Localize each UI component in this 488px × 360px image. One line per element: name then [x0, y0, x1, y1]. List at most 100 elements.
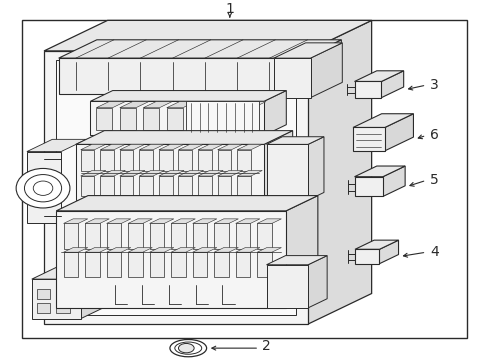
Polygon shape — [37, 289, 50, 299]
Polygon shape — [192, 248, 217, 252]
Polygon shape — [56, 289, 70, 299]
Polygon shape — [59, 58, 303, 94]
Polygon shape — [307, 137, 323, 200]
Polygon shape — [90, 101, 264, 135]
Circle shape — [16, 168, 70, 208]
Polygon shape — [214, 248, 238, 252]
Polygon shape — [27, 152, 61, 224]
Polygon shape — [90, 91, 286, 101]
Polygon shape — [76, 131, 292, 144]
Polygon shape — [100, 150, 114, 171]
Polygon shape — [120, 108, 136, 130]
Polygon shape — [237, 108, 253, 130]
Polygon shape — [310, 43, 342, 98]
Polygon shape — [56, 211, 285, 308]
Polygon shape — [106, 252, 121, 277]
Polygon shape — [100, 171, 125, 176]
Polygon shape — [106, 219, 131, 224]
Polygon shape — [354, 249, 379, 264]
Polygon shape — [166, 108, 183, 130]
Polygon shape — [257, 219, 281, 224]
Polygon shape — [100, 176, 114, 196]
Polygon shape — [198, 150, 211, 171]
Polygon shape — [81, 144, 105, 150]
Polygon shape — [178, 144, 203, 150]
Text: 4: 4 — [429, 245, 438, 259]
Polygon shape — [213, 102, 242, 108]
Polygon shape — [178, 176, 192, 196]
Polygon shape — [106, 248, 131, 252]
Polygon shape — [307, 256, 326, 308]
Polygon shape — [149, 248, 173, 252]
Polygon shape — [120, 150, 133, 171]
Polygon shape — [159, 176, 172, 196]
Polygon shape — [166, 102, 195, 108]
Polygon shape — [354, 177, 382, 197]
Text: 6: 6 — [429, 129, 438, 143]
Polygon shape — [266, 265, 307, 308]
Polygon shape — [237, 176, 250, 196]
Polygon shape — [96, 108, 112, 130]
Polygon shape — [171, 219, 195, 224]
Polygon shape — [352, 114, 412, 127]
Ellipse shape — [178, 343, 194, 353]
Polygon shape — [257, 224, 271, 249]
Polygon shape — [237, 150, 250, 171]
Polygon shape — [81, 150, 94, 171]
Polygon shape — [178, 150, 192, 171]
Polygon shape — [171, 248, 195, 252]
Polygon shape — [264, 131, 292, 200]
Polygon shape — [307, 21, 371, 324]
Polygon shape — [198, 171, 223, 176]
Polygon shape — [273, 43, 342, 58]
Polygon shape — [85, 248, 109, 252]
Polygon shape — [81, 171, 105, 176]
Polygon shape — [128, 252, 142, 277]
Polygon shape — [178, 171, 203, 176]
Polygon shape — [237, 144, 262, 150]
Polygon shape — [192, 219, 217, 224]
Polygon shape — [120, 176, 133, 196]
Polygon shape — [354, 71, 403, 81]
Polygon shape — [217, 171, 242, 176]
Polygon shape — [354, 166, 404, 177]
Polygon shape — [379, 240, 398, 264]
Polygon shape — [257, 252, 271, 277]
Polygon shape — [285, 195, 317, 308]
Polygon shape — [217, 176, 231, 196]
Polygon shape — [159, 171, 183, 176]
Polygon shape — [235, 224, 250, 249]
Polygon shape — [214, 219, 238, 224]
Polygon shape — [149, 252, 164, 277]
Polygon shape — [235, 248, 260, 252]
Polygon shape — [44, 51, 307, 324]
Polygon shape — [264, 91, 286, 135]
Polygon shape — [85, 219, 109, 224]
Polygon shape — [106, 224, 121, 249]
Polygon shape — [257, 248, 281, 252]
Polygon shape — [198, 176, 211, 196]
Polygon shape — [120, 144, 144, 150]
Polygon shape — [185, 101, 259, 134]
Polygon shape — [159, 150, 172, 171]
Polygon shape — [149, 224, 164, 249]
Polygon shape — [22, 21, 466, 338]
Polygon shape — [192, 252, 207, 277]
Polygon shape — [266, 137, 323, 144]
Polygon shape — [159, 144, 183, 150]
Polygon shape — [171, 252, 185, 277]
Polygon shape — [32, 267, 106, 279]
Polygon shape — [81, 176, 94, 196]
Polygon shape — [139, 171, 164, 176]
Polygon shape — [303, 40, 341, 94]
Polygon shape — [63, 224, 78, 249]
Polygon shape — [192, 224, 207, 249]
Polygon shape — [96, 102, 125, 108]
Text: 5: 5 — [429, 173, 438, 187]
Text: 1: 1 — [225, 2, 234, 16]
Polygon shape — [213, 108, 229, 130]
Polygon shape — [381, 71, 403, 98]
Polygon shape — [56, 303, 70, 313]
Polygon shape — [190, 108, 206, 130]
Polygon shape — [273, 58, 310, 98]
